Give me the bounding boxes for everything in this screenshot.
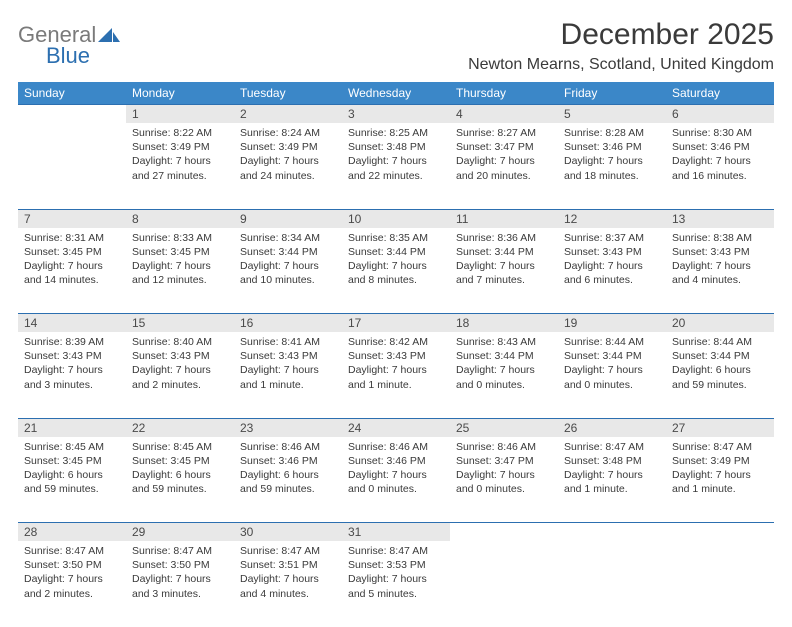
day-number-cell: 27	[666, 418, 774, 437]
daynum-row: 21222324252627	[18, 418, 774, 437]
calendar-table: Sunday Monday Tuesday Wednesday Thursday…	[18, 82, 774, 627]
day-number-cell: 5	[558, 105, 666, 124]
day-content-cell: Sunrise: 8:47 AM Sunset: 3:48 PM Dayligh…	[558, 437, 666, 523]
day-number-cell: 16	[234, 314, 342, 333]
logo-text-block: General Blue	[18, 24, 120, 67]
day-content-cell: Sunrise: 8:24 AM Sunset: 3:49 PM Dayligh…	[234, 123, 342, 209]
daynum-row: 28293031	[18, 523, 774, 542]
day-number-cell: 8	[126, 209, 234, 228]
day-content-cell	[450, 541, 558, 627]
content-row: Sunrise: 8:39 AM Sunset: 3:43 PM Dayligh…	[18, 332, 774, 418]
day-content-cell	[666, 541, 774, 627]
day-content-cell: Sunrise: 8:31 AM Sunset: 3:45 PM Dayligh…	[18, 228, 126, 314]
day-number-cell: 15	[126, 314, 234, 333]
day-number-cell: 4	[450, 105, 558, 124]
day-header: Monday	[126, 82, 234, 105]
daynum-row: 78910111213	[18, 209, 774, 228]
day-number-cell: 20	[666, 314, 774, 333]
day-content-cell: Sunrise: 8:47 AM Sunset: 3:51 PM Dayligh…	[234, 541, 342, 627]
day-header: Tuesday	[234, 82, 342, 105]
day-content-cell: Sunrise: 8:30 AM Sunset: 3:46 PM Dayligh…	[666, 123, 774, 209]
day-content-cell: Sunrise: 8:45 AM Sunset: 3:45 PM Dayligh…	[126, 437, 234, 523]
day-content-cell: Sunrise: 8:38 AM Sunset: 3:43 PM Dayligh…	[666, 228, 774, 314]
day-content-cell: Sunrise: 8:41 AM Sunset: 3:43 PM Dayligh…	[234, 332, 342, 418]
day-content-cell: Sunrise: 8:47 AM Sunset: 3:50 PM Dayligh…	[18, 541, 126, 627]
day-number-cell: 28	[18, 523, 126, 542]
day-number-cell: 22	[126, 418, 234, 437]
day-content-cell	[558, 541, 666, 627]
day-content-cell: Sunrise: 8:42 AM Sunset: 3:43 PM Dayligh…	[342, 332, 450, 418]
day-number-cell: 31	[342, 523, 450, 542]
day-number-cell: 26	[558, 418, 666, 437]
day-content-cell: Sunrise: 8:35 AM Sunset: 3:44 PM Dayligh…	[342, 228, 450, 314]
day-content-cell: Sunrise: 8:45 AM Sunset: 3:45 PM Dayligh…	[18, 437, 126, 523]
day-number-cell: 25	[450, 418, 558, 437]
day-content-cell: Sunrise: 8:44 AM Sunset: 3:44 PM Dayligh…	[666, 332, 774, 418]
daynum-row: 123456	[18, 105, 774, 124]
day-content-cell: Sunrise: 8:47 AM Sunset: 3:53 PM Dayligh…	[342, 541, 450, 627]
day-header: Saturday	[666, 82, 774, 105]
day-content-cell: Sunrise: 8:25 AM Sunset: 3:48 PM Dayligh…	[342, 123, 450, 209]
day-header: Thursday	[450, 82, 558, 105]
location-text: Newton Mearns, Scotland, United Kingdom	[468, 56, 774, 74]
logo: General Blue	[18, 18, 120, 67]
day-content-cell: Sunrise: 8:40 AM Sunset: 3:43 PM Dayligh…	[126, 332, 234, 418]
daynum-row: 14151617181920	[18, 314, 774, 333]
day-content-cell: Sunrise: 8:34 AM Sunset: 3:44 PM Dayligh…	[234, 228, 342, 314]
day-content-cell: Sunrise: 8:39 AM Sunset: 3:43 PM Dayligh…	[18, 332, 126, 418]
day-number-cell: 13	[666, 209, 774, 228]
day-header-row: Sunday Monday Tuesday Wednesday Thursday…	[18, 82, 774, 105]
calendar-page: General Blue December 2025 Newton Mearns…	[0, 0, 792, 612]
page-header: General Blue December 2025 Newton Mearns…	[18, 18, 774, 74]
day-content-cell: Sunrise: 8:43 AM Sunset: 3:44 PM Dayligh…	[450, 332, 558, 418]
day-number-cell: 1	[126, 105, 234, 124]
day-number-cell: 6	[666, 105, 774, 124]
logo-line2: Blue	[46, 45, 120, 67]
day-number-cell: 11	[450, 209, 558, 228]
day-content-cell: Sunrise: 8:47 AM Sunset: 3:49 PM Dayligh…	[666, 437, 774, 523]
day-header: Wednesday	[342, 82, 450, 105]
day-content-cell: Sunrise: 8:46 AM Sunset: 3:46 PM Dayligh…	[342, 437, 450, 523]
day-number-cell: 12	[558, 209, 666, 228]
day-number-cell: 19	[558, 314, 666, 333]
content-row: Sunrise: 8:47 AM Sunset: 3:50 PM Dayligh…	[18, 541, 774, 627]
day-content-cell	[18, 123, 126, 209]
logo-sail-icon	[98, 26, 120, 47]
day-content-cell: Sunrise: 8:46 AM Sunset: 3:47 PM Dayligh…	[450, 437, 558, 523]
content-row: Sunrise: 8:22 AM Sunset: 3:49 PM Dayligh…	[18, 123, 774, 209]
content-row: Sunrise: 8:31 AM Sunset: 3:45 PM Dayligh…	[18, 228, 774, 314]
day-number-cell: 18	[450, 314, 558, 333]
day-content-cell: Sunrise: 8:27 AM Sunset: 3:47 PM Dayligh…	[450, 123, 558, 209]
day-number-cell: 14	[18, 314, 126, 333]
day-content-cell: Sunrise: 8:37 AM Sunset: 3:43 PM Dayligh…	[558, 228, 666, 314]
day-number-cell: 21	[18, 418, 126, 437]
day-number-cell: 3	[342, 105, 450, 124]
day-number-cell: 30	[234, 523, 342, 542]
day-number-cell	[666, 523, 774, 542]
day-content-cell: Sunrise: 8:28 AM Sunset: 3:46 PM Dayligh…	[558, 123, 666, 209]
day-content-cell: Sunrise: 8:47 AM Sunset: 3:50 PM Dayligh…	[126, 541, 234, 627]
day-content-cell: Sunrise: 8:44 AM Sunset: 3:44 PM Dayligh…	[558, 332, 666, 418]
day-content-cell: Sunrise: 8:22 AM Sunset: 3:49 PM Dayligh…	[126, 123, 234, 209]
day-number-cell: 17	[342, 314, 450, 333]
day-number-cell: 7	[18, 209, 126, 228]
title-block: December 2025 Newton Mearns, Scotland, U…	[468, 18, 774, 74]
day-content-cell: Sunrise: 8:36 AM Sunset: 3:44 PM Dayligh…	[450, 228, 558, 314]
day-number-cell: 29	[126, 523, 234, 542]
day-content-cell: Sunrise: 8:33 AM Sunset: 3:45 PM Dayligh…	[126, 228, 234, 314]
day-content-cell: Sunrise: 8:46 AM Sunset: 3:46 PM Dayligh…	[234, 437, 342, 523]
day-number-cell: 10	[342, 209, 450, 228]
day-number-cell	[558, 523, 666, 542]
day-number-cell	[450, 523, 558, 542]
day-number-cell: 9	[234, 209, 342, 228]
day-header: Friday	[558, 82, 666, 105]
content-row: Sunrise: 8:45 AM Sunset: 3:45 PM Dayligh…	[18, 437, 774, 523]
day-number-cell: 24	[342, 418, 450, 437]
day-number-cell: 2	[234, 105, 342, 124]
day-number-cell	[18, 105, 126, 124]
month-title: December 2025	[468, 18, 774, 52]
day-header: Sunday	[18, 82, 126, 105]
day-number-cell: 23	[234, 418, 342, 437]
